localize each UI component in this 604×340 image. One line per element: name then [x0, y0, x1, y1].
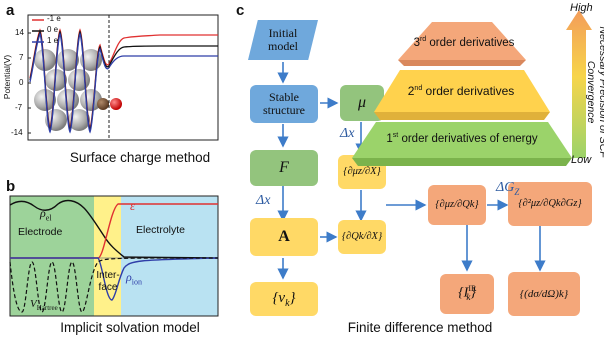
low-label: Low	[571, 154, 592, 166]
rho-ion-label: ρion	[126, 270, 142, 287]
ytick-7: 7	[19, 53, 24, 62]
panel-a-caption: Surface charge method	[69, 150, 211, 165]
panel-a-plot	[27, 14, 219, 141]
ytick-neg7: -7	[15, 103, 23, 112]
high-label: High	[570, 2, 593, 14]
hessian-box: A	[250, 218, 318, 256]
panel-a-label: a	[6, 2, 15, 19]
region-electrolyte: Electrolyte	[136, 224, 186, 236]
panel-c-label: c	[236, 2, 245, 19]
panel-b-label: b	[6, 178, 16, 195]
epsilon-label: ε	[130, 198, 136, 213]
rho-ion-curve	[10, 257, 219, 301]
ytick-neg14: -14	[11, 128, 23, 137]
curve-plus-1e	[29, 32, 218, 134]
ytick-0: 0	[19, 78, 24, 87]
legend-minus-1e: -1 e	[47, 14, 61, 23]
panel-c-caption: Finite difference method	[347, 320, 493, 335]
panel-b-plot	[9, 195, 219, 317]
force-box: F	[250, 150, 318, 186]
rho-el-curve	[9, 199, 219, 259]
second-order-label: 2nd order derivatives	[407, 84, 515, 98]
dq-dx-box: {∂Qk/∂X}	[338, 220, 386, 254]
delta-x-label-1: Δx	[340, 126, 355, 141]
stable-structure-box: Stable structure	[250, 85, 318, 123]
region-electrode: Electrode	[18, 226, 63, 238]
panel-b-caption: Implicit solvation model	[60, 320, 200, 335]
v-hartree-label: VHartree	[30, 298, 58, 313]
legend-plus-1e: 1 e	[47, 36, 59, 45]
initial-model-box: Initial model	[248, 20, 318, 60]
legend-0e: 0 e	[47, 25, 59, 34]
raman-box: {(dσ/dΩ)k}	[508, 272, 580, 316]
rho-el-label: ρel	[40, 206, 52, 223]
delta-g-label: ΔGZ	[496, 180, 520, 197]
ir-intensity-box: {IIRk}	[440, 274, 494, 314]
second-derivative-box: {∂²μz/∂Qk∂Gz}	[508, 182, 592, 226]
third-order-label: 3rd order derivatives	[413, 36, 515, 49]
delta-x-label-2: Δx	[256, 193, 271, 208]
dmu-dq-box: {∂μz/∂Qk}	[428, 185, 486, 225]
precision-axis-label: Necessary Precision of SCF Convergence	[585, 26, 604, 158]
ytick-14: 14	[15, 28, 24, 37]
v-hartree-curve	[9, 257, 219, 313]
region-interface: Inter-face	[96, 270, 120, 293]
first-order-label: 1st order derivatives of energy	[386, 132, 538, 145]
frequency-box: {νk}	[250, 282, 318, 316]
